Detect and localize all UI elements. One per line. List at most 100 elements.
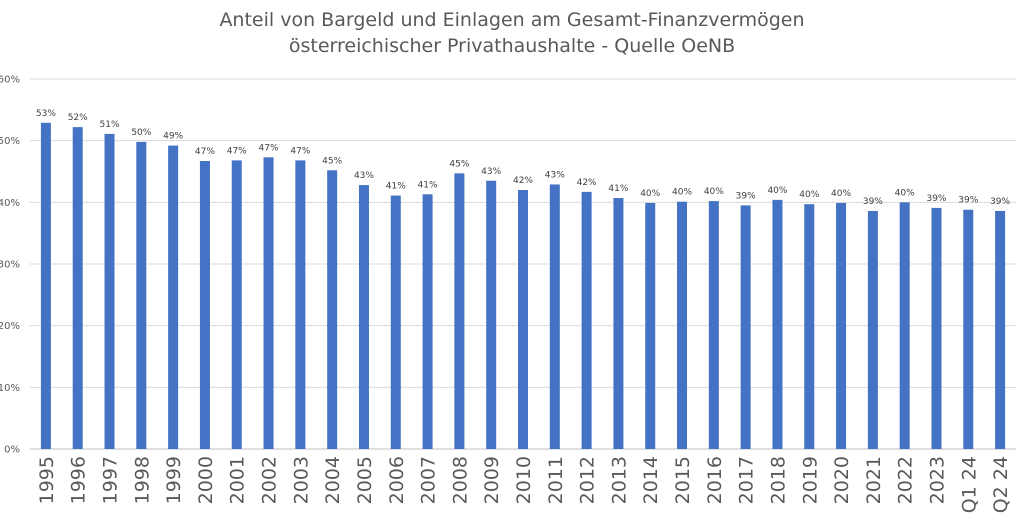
data-label: 47% — [227, 146, 247, 156]
x-tick-label: 2006 — [386, 456, 408, 504]
data-label: 39% — [990, 197, 1010, 207]
data-label: 40% — [799, 190, 819, 200]
x-tick-label: 2013 — [608, 456, 630, 504]
x-tick-label: 2003 — [290, 456, 312, 504]
data-label: 42% — [577, 178, 597, 188]
data-label: 39% — [736, 191, 756, 201]
data-label: 40% — [672, 188, 692, 198]
bar — [422, 194, 433, 449]
data-label: 43% — [354, 171, 374, 181]
x-tick-label: 1995 — [36, 456, 58, 504]
x-tick-label: 2020 — [831, 456, 853, 504]
x-tick-label: 2023 — [926, 456, 948, 504]
bar — [168, 145, 179, 449]
bar — [549, 184, 560, 449]
x-tick-label: 2010 — [513, 456, 535, 504]
data-label: 47% — [259, 143, 279, 153]
chart-subtitle: österreichischer Privathaushalte - Quell… — [289, 35, 735, 57]
bar — [358, 185, 369, 450]
data-label: 41% — [608, 184, 628, 194]
bar — [867, 210, 878, 449]
x-tick-label: 2001 — [227, 456, 249, 504]
x-tick-label: 2017 — [736, 456, 758, 504]
x-tick-label: 2019 — [799, 456, 821, 504]
y-axis-ticks: 0% 10% 20% 30% 40% 50% 60% — [0, 75, 20, 456]
data-label: 40% — [831, 189, 851, 199]
bar — [677, 201, 688, 449]
x-tick-label: 2012 — [577, 456, 599, 504]
bar — [199, 161, 210, 449]
x-tick-label: 2007 — [418, 456, 440, 504]
bar — [518, 190, 528, 449]
data-label: 53% — [36, 109, 56, 119]
bar — [486, 180, 497, 449]
y-tick-label: 0% — [4, 445, 20, 456]
bar — [231, 160, 242, 449]
data-label: 43% — [481, 167, 501, 177]
data-label: 45% — [449, 159, 469, 169]
bar — [995, 210, 1006, 449]
x-tick-label: 2011 — [545, 456, 567, 504]
bar — [72, 127, 83, 449]
data-labels: 53% 52% 51% 50% 49% 47% 47% 47% 47% 45% 43% 41% 41% 4… — [36, 109, 1011, 207]
x-tick-label: 2022 — [895, 456, 917, 504]
y-tick-label: 20% — [0, 321, 20, 332]
bar — [899, 202, 910, 449]
y-tick-label: 50% — [0, 136, 20, 147]
data-label: 40% — [767, 186, 787, 196]
bar — [931, 207, 942, 449]
chart-title: Anteil von Bargeld und Einlagen am Gesam… — [219, 9, 804, 31]
bar — [645, 202, 656, 449]
x-tick-label: 2000 — [195, 456, 217, 504]
data-label: 45% — [322, 156, 342, 166]
y-tick-label: 30% — [0, 260, 20, 271]
data-label: 41% — [418, 180, 438, 190]
data-label: 41% — [386, 182, 406, 192]
bar — [772, 199, 783, 449]
x-tick-label: 2004 — [322, 456, 344, 504]
x-tick-label: 2014 — [640, 456, 662, 504]
data-label: 42% — [513, 176, 533, 186]
data-label: 50% — [131, 128, 151, 138]
x-tick-label: 1998 — [131, 456, 153, 504]
bar — [263, 157, 274, 450]
x-tick-label: Q2 24 — [990, 456, 1012, 513]
bars — [40, 122, 1006, 450]
x-tick-label: 2021 — [863, 456, 885, 504]
data-label: 39% — [863, 197, 883, 207]
x-tick-label: 1996 — [68, 456, 90, 504]
bar — [740, 205, 751, 449]
bar — [613, 198, 624, 449]
bar — [104, 133, 115, 449]
bar — [836, 202, 847, 449]
x-axis-ticks: 1995 1996 1997 1998 1999 2000 2001 2002 2003 2004… — [36, 456, 1012, 513]
bar — [40, 122, 51, 450]
data-label: 40% — [895, 188, 915, 198]
bar — [581, 191, 592, 449]
x-tick-label: 2015 — [672, 456, 694, 504]
data-label: 39% — [926, 194, 946, 204]
x-tick-label: 2016 — [704, 456, 726, 504]
data-label: 40% — [704, 187, 724, 197]
data-label: 51% — [100, 120, 120, 130]
data-label: 47% — [195, 147, 215, 157]
bar — [390, 195, 401, 449]
bar — [327, 170, 338, 449]
y-tick-label: 40% — [0, 198, 20, 209]
data-label: 43% — [545, 170, 565, 180]
x-tick-label: 2009 — [481, 456, 503, 504]
bar — [454, 173, 465, 449]
x-tick-label: 1997 — [100, 456, 122, 504]
bar — [295, 160, 306, 449]
x-tick-label: 2018 — [767, 456, 789, 504]
data-label: 39% — [958, 196, 978, 206]
bar — [708, 201, 719, 449]
bar — [963, 209, 974, 449]
y-tick-label: 10% — [0, 383, 20, 394]
x-tick-label: 2008 — [449, 456, 471, 504]
y-tick-label: 60% — [0, 75, 20, 86]
x-tick-label: 2005 — [354, 456, 376, 504]
data-label: 47% — [290, 146, 310, 156]
x-tick-label: Q1 24 — [958, 456, 980, 513]
